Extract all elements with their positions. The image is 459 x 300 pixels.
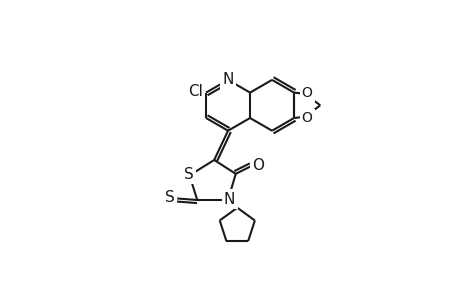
Text: S: S <box>184 167 193 182</box>
Text: N: N <box>224 192 235 207</box>
Text: O: O <box>301 111 312 124</box>
Text: N: N <box>222 72 233 87</box>
Text: Cl: Cl <box>187 84 202 99</box>
Text: O: O <box>301 86 312 100</box>
Text: O: O <box>252 158 263 173</box>
Text: S: S <box>164 190 174 205</box>
